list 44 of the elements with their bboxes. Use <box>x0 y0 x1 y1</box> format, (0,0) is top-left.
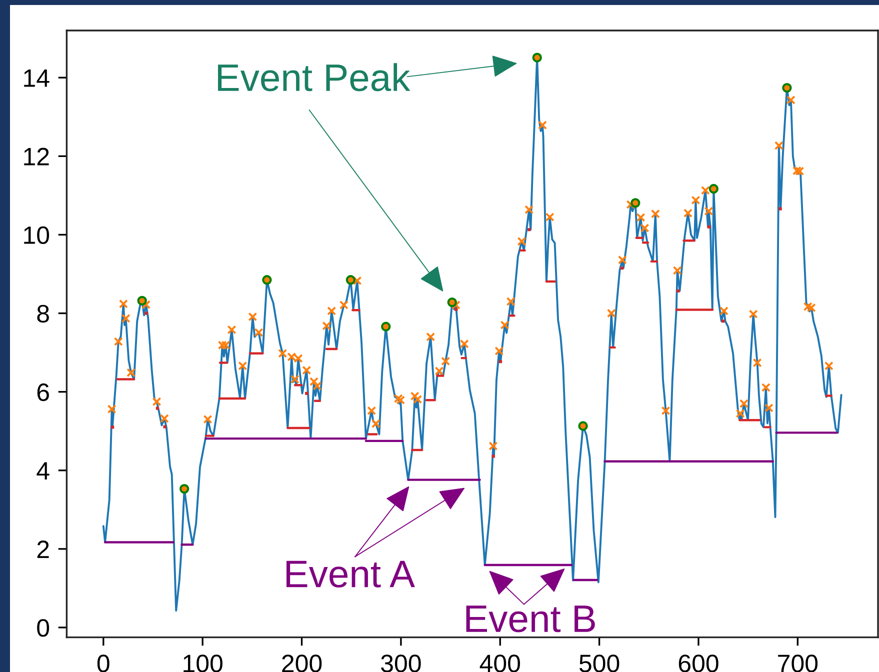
point <box>454 308 458 311</box>
point <box>630 198 640 208</box>
point <box>262 275 272 285</box>
point <box>708 184 719 194</box>
x-tick-label: 700 <box>778 654 818 672</box>
point <box>111 426 114 429</box>
x-tick-label: 0 <box>97 654 110 672</box>
point <box>778 207 782 210</box>
y-tick-label: 6 <box>37 383 49 402</box>
point <box>620 266 624 270</box>
point <box>346 275 356 285</box>
y-tick-label: 4 <box>36 462 50 480</box>
point <box>179 484 190 494</box>
x-tick-label: 100 <box>184 654 222 672</box>
point <box>447 297 457 308</box>
point <box>722 320 725 323</box>
y-tick-label: 2 <box>37 540 49 558</box>
x-tick-label: 400 <box>480 654 520 672</box>
annotation: Event A <box>286 560 415 588</box>
y-tick-label: 8 <box>37 304 49 323</box>
point <box>381 322 391 332</box>
x-tick-label: 200 <box>282 654 322 672</box>
point <box>498 360 502 364</box>
point <box>305 392 308 395</box>
annotation: Event B <box>466 606 595 632</box>
point <box>676 289 680 292</box>
y-tick-label: 14 <box>24 69 50 87</box>
point <box>156 406 160 410</box>
y-tick-label: 10 <box>24 226 50 244</box>
point <box>782 82 792 93</box>
y-tick-label: 0 <box>37 619 50 637</box>
point <box>137 296 147 306</box>
annotation: Event Peak <box>218 63 410 92</box>
point <box>532 52 542 62</box>
point <box>707 225 710 228</box>
x-tick-label: 600 <box>678 654 718 672</box>
x-tick-label: 500 <box>579 654 620 672</box>
point <box>144 312 148 315</box>
x-tick-label: 300 <box>381 654 421 672</box>
point <box>163 425 166 428</box>
point <box>528 228 531 232</box>
point <box>578 421 588 431</box>
y-tick-label: 12 <box>24 148 49 166</box>
point <box>492 454 495 458</box>
